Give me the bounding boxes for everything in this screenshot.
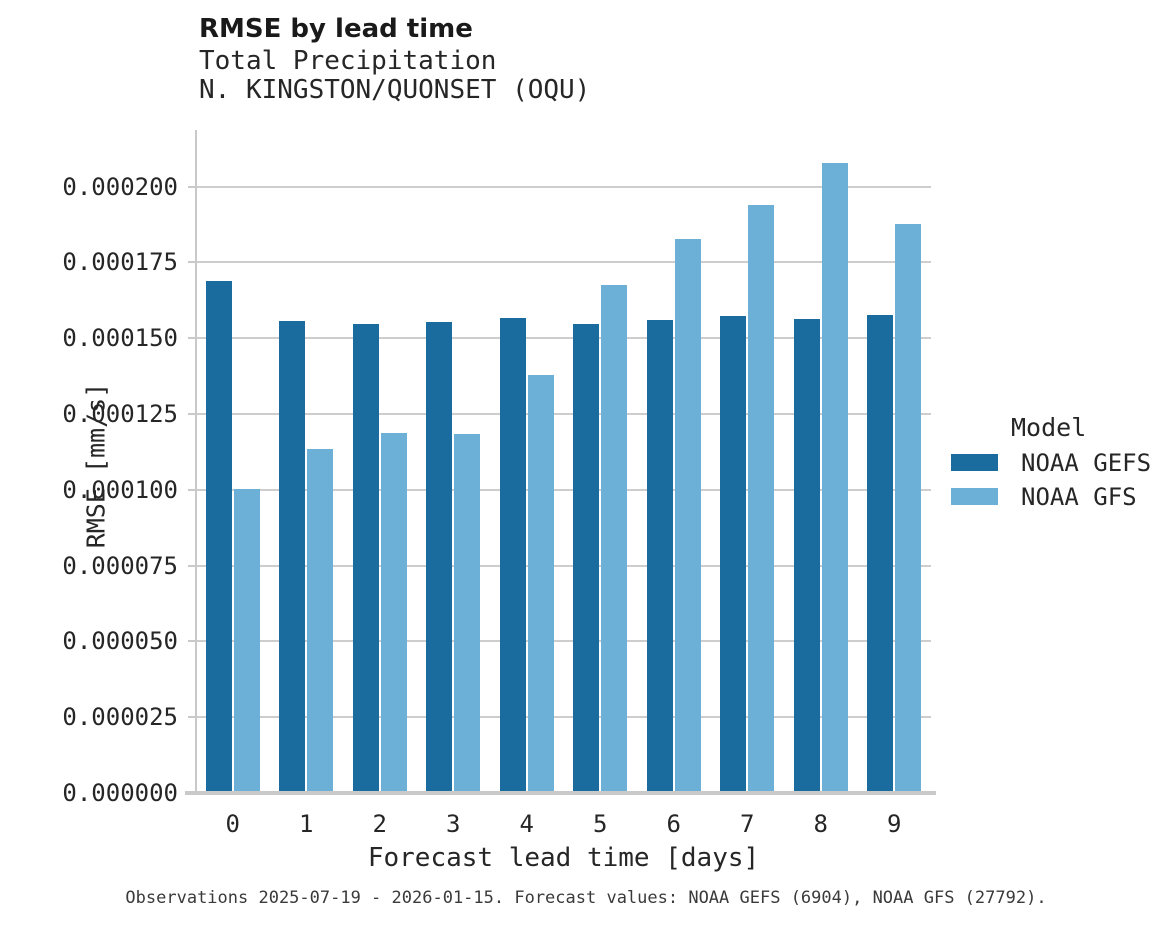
bar-noaa-gfs-day-7 xyxy=(748,205,775,793)
y-tick-label: 0.000075 xyxy=(62,551,178,580)
y-tick-label: 0.000125 xyxy=(62,400,178,429)
x-tick-label: 5 xyxy=(593,810,608,838)
gridline xyxy=(196,488,931,491)
gridline xyxy=(196,564,931,567)
bar-noaa-gfs-day-9 xyxy=(895,223,922,793)
legend-label-noaa-gefs: NOAA GEFS xyxy=(1021,449,1152,477)
y-tick-mark xyxy=(188,792,195,794)
bar-noaa-gfs-day-0 xyxy=(233,489,260,793)
x-tick-label: 9 xyxy=(887,810,902,838)
x-tick-label: 3 xyxy=(446,810,461,838)
y-tick-label: 0.000200 xyxy=(62,172,178,201)
legend-label-noaa-gfs: NOAA GFS xyxy=(1021,483,1137,511)
bar-noaa-gfs-day-4 xyxy=(527,374,554,793)
bar-noaa-gfs-day-6 xyxy=(674,238,701,793)
gridline xyxy=(196,337,931,340)
bar-noaa-gfs-day-1 xyxy=(307,448,334,793)
gridline xyxy=(196,413,931,416)
gridline xyxy=(196,185,931,188)
gridline xyxy=(196,640,931,643)
gridline xyxy=(196,261,931,264)
y-tick-label: 0.000175 xyxy=(62,248,178,277)
bar-noaa-gefs-day-8 xyxy=(793,318,820,793)
x-tick-label: 6 xyxy=(666,810,681,838)
bar-noaa-gefs-day-2 xyxy=(352,324,379,793)
bar-noaa-gefs-day-0 xyxy=(205,280,232,793)
y-tick-mark xyxy=(188,488,195,491)
y-axis-line xyxy=(195,130,197,795)
y-tick-mark xyxy=(188,337,195,340)
bar-noaa-gefs-day-3 xyxy=(426,322,453,793)
plot-area xyxy=(196,130,931,793)
legend-title: Model xyxy=(1011,413,1087,442)
bar-noaa-gfs-day-2 xyxy=(380,433,407,793)
bar-noaa-gfs-day-5 xyxy=(601,284,628,793)
bar-noaa-gefs-day-1 xyxy=(279,321,306,793)
y-tick-label: 0.000000 xyxy=(62,779,178,807)
y-tick-mark xyxy=(188,413,195,416)
bar-noaa-gefs-day-6 xyxy=(646,320,673,793)
chart-subtitle-variable: Total Precipitation xyxy=(199,46,497,76)
chart-title: RMSE by lead time xyxy=(199,14,473,44)
y-tick-label: 0.000025 xyxy=(62,703,178,732)
x-tick-label: 4 xyxy=(519,810,534,838)
y-tick-label: 0.000150 xyxy=(62,324,178,353)
legend-swatch-noaa-gfs xyxy=(951,488,998,505)
bar-noaa-gefs-day-9 xyxy=(867,314,894,793)
caption: Observations 2025-07-19 - 2026-01-15. Fo… xyxy=(125,888,1047,908)
x-axis-line xyxy=(185,791,936,795)
y-tick-mark xyxy=(188,564,195,567)
bar-noaa-gfs-day-3 xyxy=(454,434,481,793)
y-tick-label: 0.000100 xyxy=(62,475,178,504)
bar-noaa-gefs-day-4 xyxy=(499,318,526,793)
x-tick-label: 2 xyxy=(372,810,387,838)
y-tick-mark xyxy=(188,716,195,719)
y-tick-mark xyxy=(188,640,195,643)
bar-noaa-gefs-day-7 xyxy=(720,316,747,793)
y-tick-label: 0.000050 xyxy=(62,627,178,656)
x-axis-title: Forecast lead time [days] xyxy=(367,843,760,873)
bar-noaa-gefs-day-5 xyxy=(573,323,600,793)
x-tick-label: 0 xyxy=(225,810,240,838)
x-tick-label: 1 xyxy=(299,810,314,838)
x-tick-label: 7 xyxy=(740,810,755,838)
y-tick-mark xyxy=(188,185,195,188)
legend-swatch-noaa-gefs xyxy=(951,454,998,471)
gridline xyxy=(196,716,931,719)
x-tick-label: 8 xyxy=(813,810,828,838)
chart-subtitle-station: N. KINGSTON/QUONSET (OQU) xyxy=(199,75,591,105)
bar-noaa-gfs-day-8 xyxy=(821,163,848,793)
y-tick-mark xyxy=(188,261,195,264)
